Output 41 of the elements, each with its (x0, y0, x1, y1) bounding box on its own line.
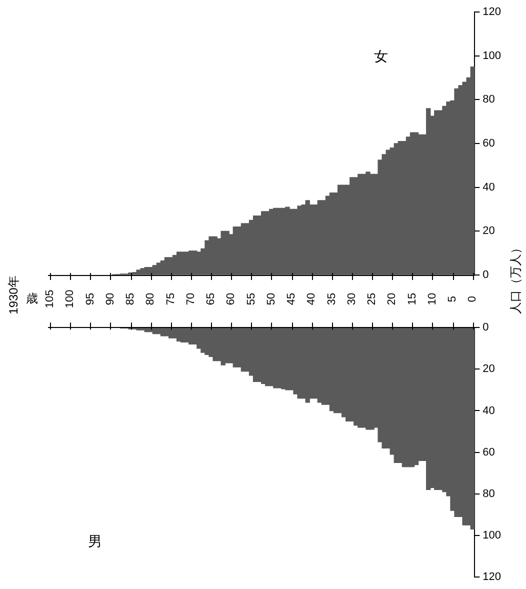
x-tick-label: 60 (225, 292, 238, 306)
text: 男 (88, 532, 102, 549)
x-tick-label: 25 (366, 292, 378, 306)
y-tick-label: 120 (482, 6, 502, 18)
y-tick-label: 100 (482, 529, 502, 542)
x-tick-label: 10 (426, 292, 438, 306)
x-tick-label: 35 (326, 292, 338, 306)
y-tick-label: 60 (482, 446, 495, 458)
x-tick-label: 40 (306, 292, 318, 306)
y-tick-label: 100 (482, 50, 502, 62)
x-tick-label: 15 (406, 292, 418, 306)
y-tick-label: 120 (482, 571, 502, 584)
y-tick-label: 80 (482, 488, 495, 500)
x-tick-label: 30 (346, 292, 358, 306)
x-tick-label: 70 (184, 292, 197, 306)
x-tick-label: 0 (466, 296, 479, 302)
text: 1930年 (6, 276, 20, 314)
x-tick-label: 20 (386, 292, 398, 306)
y-tick-label: 20 (482, 225, 495, 238)
y-tick-label: 0 (482, 269, 489, 282)
x-tick-label: 80 (144, 292, 157, 306)
y-tick-label: 80 (482, 94, 495, 106)
x-tick-label: 5 (446, 296, 459, 302)
x-tick-label: 85 (124, 292, 137, 306)
x-tick-label: 55 (245, 292, 258, 306)
x-tick-label: 90 (104, 292, 116, 306)
y-axis-title: 人口（万人） (508, 242, 522, 314)
y-tick-label: 20 (482, 363, 495, 376)
text: 女 (374, 48, 388, 64)
y-tick-label: 0 (482, 322, 489, 334)
x-tick-label: 65 (205, 292, 218, 306)
y-tick-label: 40 (482, 181, 495, 194)
x-tick-label: 105 (44, 290, 56, 308)
x-tick-label: 45 (286, 292, 298, 306)
x-tick-label: 50 (265, 292, 278, 306)
y-tick-label: 60 (482, 138, 495, 150)
y-tick-label: 40 (482, 404, 495, 417)
x-tick-label: 100 (64, 290, 76, 308)
x-axis-title: 歳 (26, 291, 38, 306)
x-tick-label: 75 (164, 292, 177, 306)
x-tick-label: 95 (84, 292, 96, 306)
